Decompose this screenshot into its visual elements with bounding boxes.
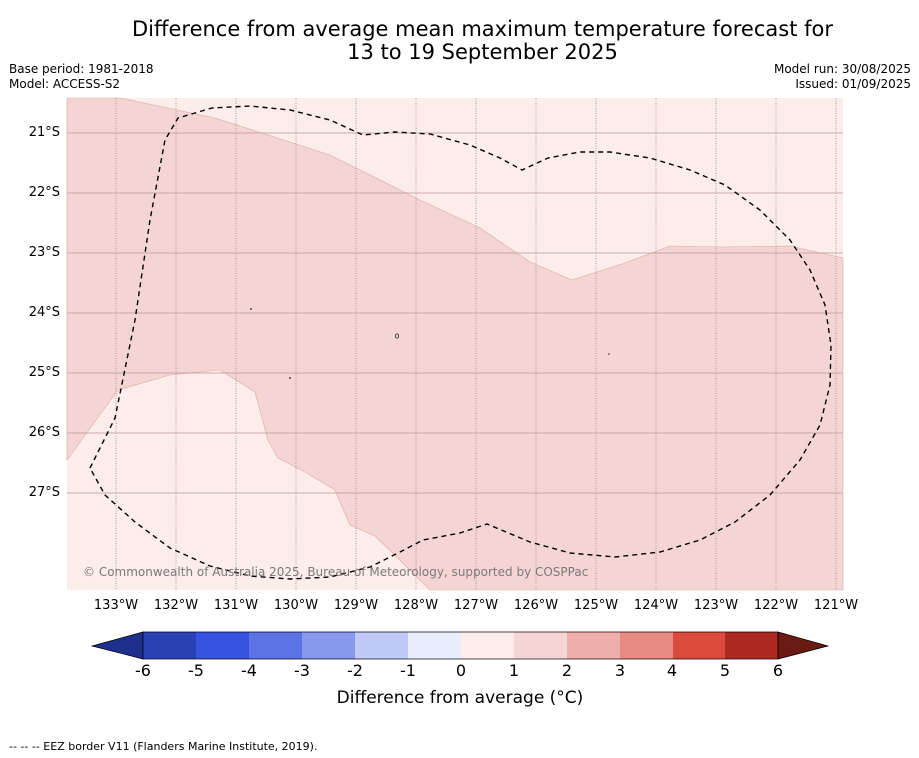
- lon-label: 125°W: [573, 598, 619, 613]
- lat-label: 24°S: [28, 305, 60, 320]
- colorbar-tick: -6: [135, 661, 151, 680]
- colorbar-tick: 0: [455, 661, 467, 680]
- colorbar-label: Difference from average (°C): [336, 688, 584, 708]
- eez-border: [89, 105, 832, 580]
- colorbar-tick: -5: [188, 661, 204, 680]
- eez-legend-note: -- -- -- EEZ border V11 (Flanders Marine…: [9, 740, 318, 753]
- colorbar-max-extension: [777, 631, 830, 660]
- lon-label: 121°W: [813, 598, 859, 613]
- islands: [250, 308, 610, 379]
- colorbar-tick: -4: [241, 661, 257, 680]
- colorbar-tick: -3: [294, 661, 310, 680]
- lat-label: 23°S: [28, 245, 60, 260]
- lat-label: 25°S: [28, 365, 60, 380]
- lon-label: 128°W: [393, 598, 439, 613]
- lon-label: 131°W: [213, 598, 259, 613]
- graticule-lat: [67, 132, 843, 494]
- meta-right: Model run: 30/08/2025 Issued: 01/09/2025: [690, 62, 911, 92]
- lat-label: 27°S: [28, 485, 60, 500]
- lon-label: 124°W: [633, 598, 679, 613]
- lat-label: 26°S: [28, 425, 60, 440]
- colorbar-tick: 5: [719, 661, 731, 680]
- colorbar-tick: -1: [400, 661, 416, 680]
- map-title: Difference from average mean maximum tem…: [110, 18, 855, 64]
- lon-label: 122°W: [753, 598, 799, 613]
- copyright-notice: © Commonwealth of Australia 2025, Bureau…: [83, 565, 589, 579]
- lon-label: 127°W: [453, 598, 499, 613]
- colorbar-tick: 3: [614, 661, 626, 680]
- lon-label: 123°W: [693, 598, 739, 613]
- graticule: [115, 98, 837, 590]
- model-run: Model run: 30/08/2025: [773, 62, 911, 76]
- colorbar-tick: -2: [347, 661, 363, 680]
- lon-label: 126°W: [513, 598, 559, 613]
- model-name: Model: ACCESS-S2: [9, 77, 121, 91]
- meta-left: Base period: 1981-2018 Model: ACCESS-S2: [9, 62, 154, 92]
- issued-date: Issued: 01/09/2025: [795, 77, 911, 91]
- colorbar-min-extension: [90, 631, 144, 660]
- base-period: Base period: 1981-2018: [9, 62, 154, 76]
- colorbar: [90, 631, 830, 660]
- lat-label: 21°S: [28, 125, 60, 140]
- colorbar-tick: 4: [666, 661, 678, 680]
- anomaly-region-1-to-2: [66, 97, 844, 591]
- lat-label: 22°S: [28, 185, 60, 200]
- lon-label: 133°W: [93, 598, 139, 613]
- lon-label: 129°W: [333, 598, 379, 613]
- title-line-2: 13 to 19 September 2025: [347, 40, 618, 64]
- colorbar-tick: 1: [508, 661, 520, 680]
- colorbar-tick: 6: [772, 661, 784, 680]
- lon-label: 132°W: [153, 598, 199, 613]
- lon-label: 130°W: [273, 598, 319, 613]
- title-line-1: Difference from average mean maximum tem…: [132, 17, 833, 41]
- colorbar-tick: 2: [561, 661, 573, 680]
